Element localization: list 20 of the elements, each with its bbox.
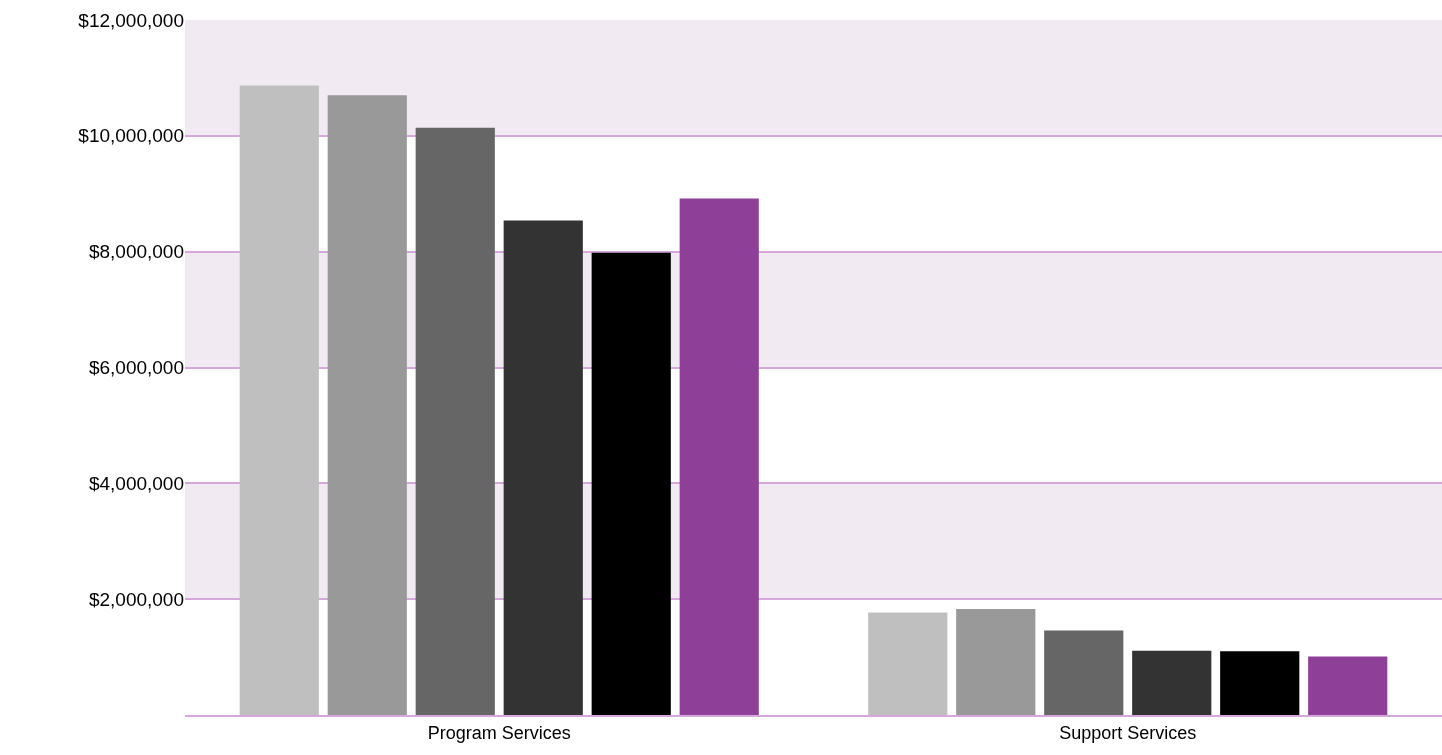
bar — [1044, 630, 1124, 715]
bar — [956, 609, 1036, 715]
bar — [868, 612, 948, 715]
bar — [1308, 656, 1388, 715]
y-tick-label: $12,000,000 — [78, 9, 184, 31]
bar — [1132, 650, 1212, 715]
bar — [503, 220, 583, 715]
y-tick-label: $4,000,000 — [88, 472, 184, 494]
x-tick-label: Program Services — [427, 722, 571, 743]
bar — [415, 127, 495, 715]
y-tick-label: $8,000,000 — [88, 241, 184, 263]
bar — [239, 85, 319, 715]
y-tick-label: $6,000,000 — [88, 357, 184, 379]
bar — [591, 252, 671, 715]
x-tick-label: Support Services — [1059, 722, 1197, 743]
y-tick-label: $10,000,000 — [78, 125, 184, 147]
bar — [1220, 651, 1300, 715]
bar — [679, 198, 759, 715]
y-tick-label: $2,000,000 — [88, 588, 184, 610]
bar — [327, 95, 407, 715]
